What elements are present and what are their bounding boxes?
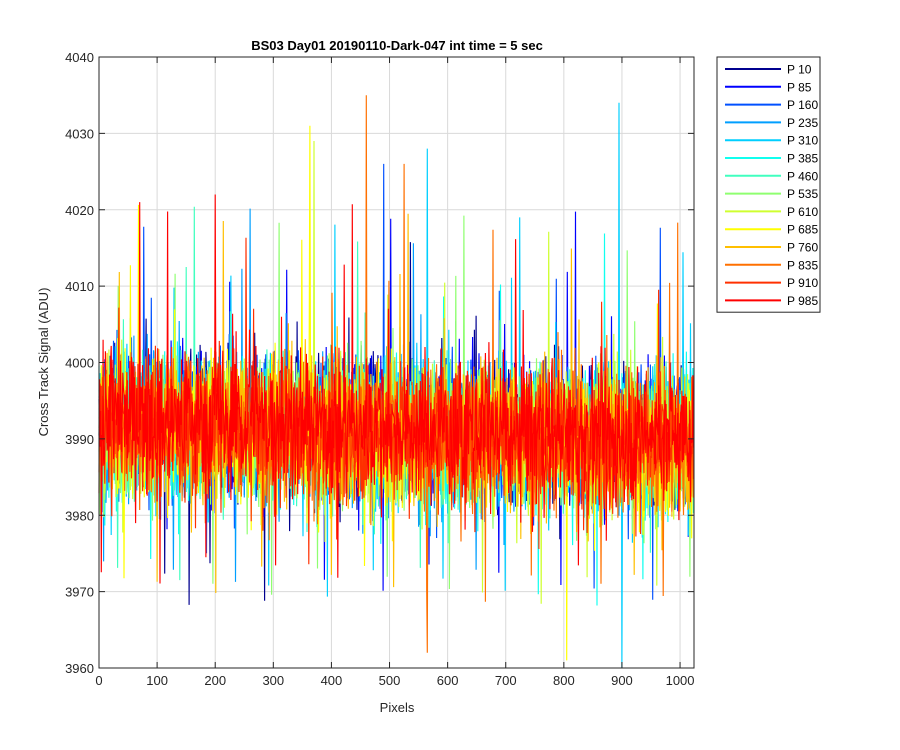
legend-label: P 760 (787, 241, 818, 255)
x-tick-label: 200 (204, 673, 226, 688)
legend-item: P 310 (725, 134, 818, 148)
y-tick-label: 4010 (65, 279, 94, 294)
legend-label: P 835 (787, 258, 818, 272)
legend-item: P 85 (725, 80, 812, 94)
legend-item: P 835 (725, 258, 818, 272)
x-tick-label: 400 (321, 673, 343, 688)
legend-item: P 160 (725, 98, 818, 112)
axis-ticks: 0 100 200 300 400 500 600 700 800 900 1000 3960 3970… (65, 50, 694, 688)
legend-label: P 460 (787, 169, 818, 183)
series-lines (98, 95, 694, 669)
y-tick-label: 4020 (65, 203, 94, 218)
x-tick-label: 600 (437, 673, 459, 688)
legend-item: P 610 (725, 205, 818, 219)
x-axis-label: Pixels (380, 700, 415, 715)
legend-label: P 85 (787, 80, 812, 94)
x-tick-label: 500 (379, 673, 401, 688)
legend-item: P 385 (725, 152, 818, 166)
y-tick-label: 3980 (65, 508, 94, 523)
y-tick-label: 4000 (65, 356, 94, 371)
series-line-p985 (98, 194, 694, 584)
legend-item: P 10 (725, 63, 812, 77)
y-tick-label: 3990 (65, 432, 94, 447)
y-tick-label: 3970 (65, 585, 94, 600)
legend-item: P 760 (725, 241, 818, 255)
legend-item: P 460 (725, 169, 818, 183)
legend-label: P 385 (787, 152, 818, 166)
y-tick-label: 4040 (65, 50, 94, 65)
x-tick-label: 900 (611, 673, 633, 688)
legend-label: P 535 (787, 187, 818, 201)
y-tick-label: 4030 (65, 126, 94, 141)
legend: P 10 P 85 P 160 P 235 P 310 P 385 P 460 P 535 P … (716, 56, 821, 313)
y-axis-label: Cross Track Signal (ADU) (36, 288, 51, 437)
x-tick-label: 300 (262, 673, 284, 688)
legend-label: P 910 (787, 276, 818, 290)
legend-label: P 10 (787, 63, 812, 77)
legend-item: P 910 (725, 276, 818, 290)
legend-label: P 685 (787, 223, 818, 237)
legend-item: P 685 (725, 223, 818, 237)
legend-label: P 235 (787, 116, 818, 130)
chart-title: BS03 Day01 20190110-Dark-047 int time = … (251, 38, 543, 53)
legend-label: P 610 (787, 205, 818, 219)
y-tick-label: 3960 (65, 661, 94, 676)
legend-label: P 310 (787, 134, 818, 148)
legend-item: P 985 (725, 294, 818, 308)
legend-box (716, 56, 821, 313)
legend-label: P 985 (787, 294, 818, 308)
x-tick-label: 700 (495, 673, 517, 688)
legend-label: P 160 (787, 98, 818, 112)
x-tick-label: 100 (146, 673, 168, 688)
legend-item: P 535 (725, 187, 818, 201)
x-tick-label: 800 (553, 673, 575, 688)
x-tick-label: 1000 (666, 673, 695, 688)
legend-item: P 235 (725, 116, 818, 130)
x-tick-label: 0 (95, 673, 102, 688)
